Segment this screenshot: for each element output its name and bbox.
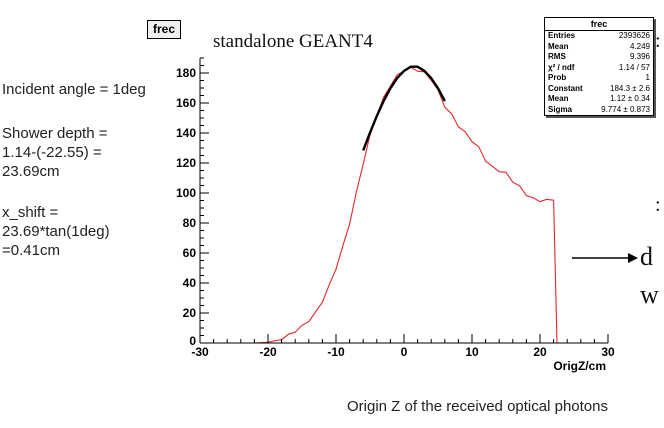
stats-value: 9.396	[629, 52, 650, 61]
histogram-name-tag[interactable]: frec	[147, 20, 182, 39]
stats-value: 2393626	[618, 31, 650, 40]
plot-area	[200, 58, 608, 343]
y-tick-label: 140	[176, 126, 196, 140]
y-axis-ticks: 20 40 60 80 100 120 140 160 180 0	[176, 57, 209, 348]
stats-key: Prob	[548, 73, 567, 82]
x-axis-title: OrigZ/cm	[553, 359, 606, 373]
histogram-line	[200, 66, 608, 344]
x-tick-label: 0	[401, 345, 408, 359]
pointer-arrow-head	[628, 253, 638, 263]
stats-row: χ² / ndf 1.14 / 57	[545, 63, 653, 74]
note-incident-angle: Incident angle = 1deg	[2, 81, 146, 98]
stats-value: 1.14 / 57	[618, 62, 650, 72]
edge-stub-text: :	[655, 30, 661, 52]
x-tick-label: 20	[533, 345, 547, 359]
stats-key: Mean	[548, 94, 569, 103]
y-tick-label: 40	[183, 276, 197, 290]
stats-row: Entries 2393626	[545, 31, 653, 42]
figure-caption: Origin Z of the received optical photons	[347, 398, 608, 415]
stats-value: 184.3 ± 2.6	[610, 83, 650, 93]
gaussian-fit-curve	[362, 65, 446, 151]
stats-value: 4.249	[629, 41, 650, 51]
stats-value: 9.774 ± 0.873	[601, 104, 650, 114]
stats-key: Constant	[548, 83, 583, 93]
stats-box: frec Entries 2393626 Mean 4.249 RMS 9.396 χ…	[544, 17, 654, 116]
stats-value: 1	[645, 73, 650, 82]
stats-row: Constant 184.3 ± 2.6	[545, 84, 653, 95]
x-tick-label: -10	[327, 345, 345, 359]
stats-key: Sigma	[548, 104, 573, 114]
stats-title: frec	[545, 18, 653, 31]
y-tick-label: 100	[176, 186, 196, 200]
stats-value: 1.12 ± 0.34	[610, 94, 650, 103]
y-tick-label: 20	[183, 306, 197, 320]
edge-second-line: w	[640, 280, 659, 309]
note-shower-depth: Shower depth = 1.14-(-22.55) = 23.69cm	[2, 125, 108, 180]
x-tick-label: -30	[191, 345, 209, 359]
edge-arrow-label: d	[640, 242, 653, 271]
x-tick-label: 30	[601, 345, 615, 359]
x-tick-label: -20	[259, 345, 277, 359]
stats-key: Entries	[548, 31, 576, 40]
stats-row: Mean 1.12 ± 0.34	[545, 94, 653, 105]
y-tick-label: 120	[176, 156, 196, 170]
x-tick-label: 10	[465, 345, 479, 359]
y-tick-label: 80	[183, 216, 197, 230]
stats-key: RMS	[548, 52, 566, 61]
y-tick-label: 160	[176, 96, 196, 110]
stats-row: RMS 9.396	[545, 52, 653, 63]
x-axis-ticks: -30 -20 -10 0 10 20 30	[191, 334, 615, 359]
y-tick-label: 180	[176, 66, 196, 80]
stats-row: Mean 4.249	[545, 42, 653, 53]
stats-key: χ² / ndf	[548, 62, 575, 72]
stats-row: Sigma 9.774 ± 0.873	[545, 105, 653, 116]
chart-headline: standalone GEANT4	[213, 31, 373, 52]
y-tick-label: 60	[183, 246, 197, 260]
y-tick-label-zero: 0	[189, 334, 196, 348]
stats-key: Mean	[548, 41, 569, 51]
note-x-shift: x_shift = 23.69*tan(1deg) =0.41cm	[2, 204, 110, 259]
stats-row: Prob 1	[545, 73, 653, 84]
edge-stub-text-2: :	[655, 194, 661, 216]
